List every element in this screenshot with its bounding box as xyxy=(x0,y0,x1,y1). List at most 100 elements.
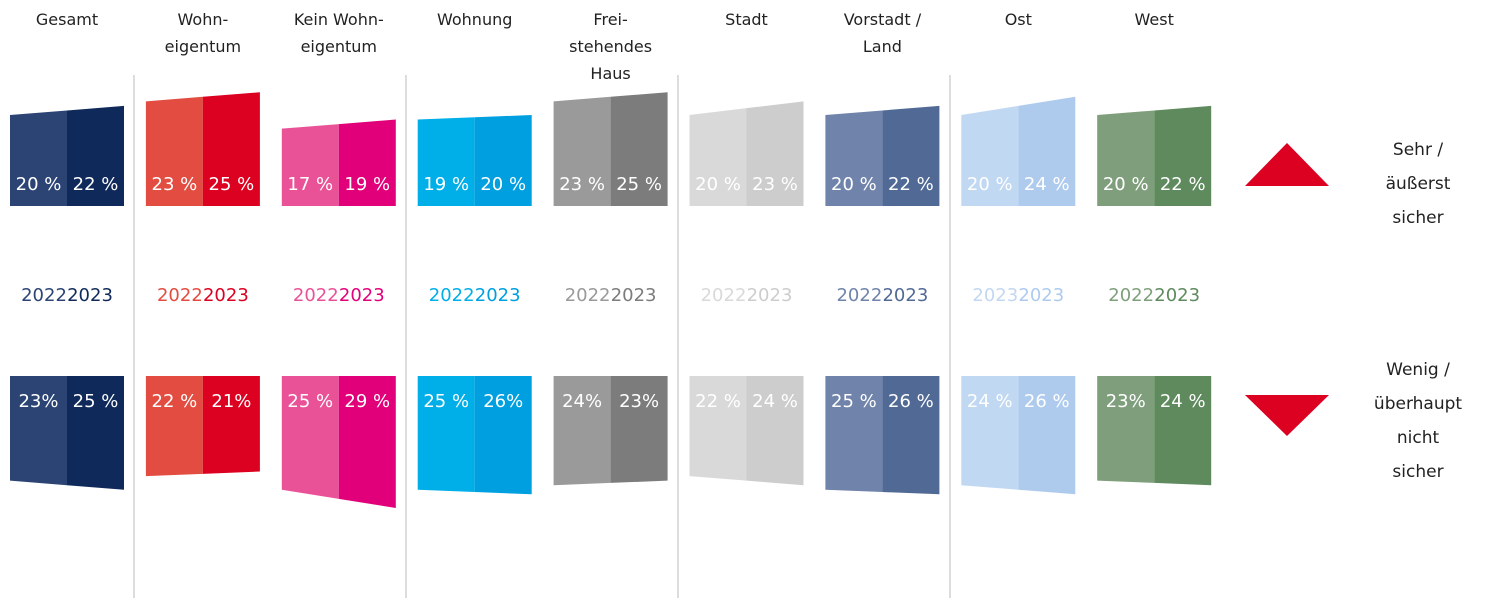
value-label: 23% xyxy=(18,391,58,412)
bar xyxy=(10,376,67,486)
year-label: 2023 xyxy=(882,285,928,306)
year-label: 2023 xyxy=(203,285,249,306)
group-label: Ost xyxy=(1004,10,1032,29)
value-label: 22 % xyxy=(73,174,119,195)
bar xyxy=(746,101,804,206)
bar xyxy=(553,376,611,486)
year-label: 2023 xyxy=(747,285,793,306)
value-label: 20 % xyxy=(695,174,741,195)
bar xyxy=(689,376,747,481)
year-label: 2022 xyxy=(21,285,67,306)
bar xyxy=(882,105,940,206)
value-label: 20 % xyxy=(480,174,526,195)
bar xyxy=(610,376,668,483)
value-label: 22 % xyxy=(1160,174,1206,195)
year-label: 2023 xyxy=(475,285,521,306)
year-label: 2022 xyxy=(293,285,339,306)
value-label: 25 % xyxy=(209,174,255,195)
year-label: 2022 xyxy=(157,285,203,306)
bar xyxy=(961,376,1019,490)
bar xyxy=(746,376,804,486)
value-label: 25 % xyxy=(423,391,469,412)
value-label: 24 % xyxy=(967,391,1013,412)
bar xyxy=(338,376,396,508)
bar xyxy=(10,110,67,206)
group-label: Kein Wohn- eigentum xyxy=(293,10,384,56)
group-label: Wohnung xyxy=(436,10,513,29)
bar xyxy=(553,96,611,206)
bar xyxy=(474,115,532,206)
bar xyxy=(882,376,940,495)
bar xyxy=(1097,376,1155,483)
bar xyxy=(202,92,260,206)
year-label: 2022 xyxy=(701,285,747,306)
year-label: 2022 xyxy=(836,285,882,306)
bar xyxy=(202,376,260,474)
year-label: 2023 xyxy=(1018,285,1064,306)
legend-label: Sehr / äußerst sicher xyxy=(1385,140,1451,228)
value-label: 20 % xyxy=(1103,174,1149,195)
value-label: 24% xyxy=(562,391,602,412)
value-label: 24 % xyxy=(752,391,798,412)
bar xyxy=(1097,110,1155,206)
value-label: 20 % xyxy=(967,174,1013,195)
value-label: 24 % xyxy=(1024,174,1070,195)
bar xyxy=(1154,376,1212,486)
group-label: Vorstadt / Land xyxy=(843,10,922,56)
group-label: Stadt xyxy=(725,10,768,29)
value-label: 22 % xyxy=(152,391,198,412)
value-label: 24 % xyxy=(1160,391,1206,412)
bar xyxy=(281,124,339,206)
value-label: 23% xyxy=(619,391,659,412)
legend-triangle-down xyxy=(1245,395,1329,436)
year-label: 2022 xyxy=(565,285,611,306)
value-label: 25 % xyxy=(73,391,119,412)
bar xyxy=(145,96,203,206)
value-label: 26% xyxy=(483,391,523,412)
value-label: 26 % xyxy=(1024,391,1070,412)
value-label: 22 % xyxy=(888,174,934,195)
value-label: 25 % xyxy=(287,391,333,412)
value-label: 22 % xyxy=(695,391,741,412)
bar xyxy=(1154,105,1212,206)
year-label: 2023 xyxy=(611,285,657,306)
bar xyxy=(474,376,532,495)
bar xyxy=(825,376,883,493)
bar xyxy=(145,376,203,477)
year-label: 2023 xyxy=(67,285,113,306)
legend-label: Wenig / überhaupt nicht sicher xyxy=(1373,360,1463,482)
year-label: 2023 xyxy=(339,285,385,306)
bar xyxy=(689,108,747,206)
bar xyxy=(281,376,339,499)
bar xyxy=(610,92,668,206)
value-label: 25 % xyxy=(616,174,662,195)
value-label: 23% xyxy=(1106,391,1146,412)
year-label: 2022 xyxy=(429,285,475,306)
year-label: 2023 xyxy=(972,285,1018,306)
value-label: 23 % xyxy=(752,174,798,195)
group-label: Gesamt xyxy=(35,10,99,29)
year-label: 2022 xyxy=(1108,285,1154,306)
legend-triangle-up xyxy=(1245,143,1329,186)
value-label: 17 % xyxy=(287,174,333,195)
bar xyxy=(825,110,883,206)
bar xyxy=(338,119,396,206)
bar xyxy=(417,117,475,206)
bar xyxy=(67,105,124,206)
bar xyxy=(67,376,124,490)
value-label: 20 % xyxy=(831,174,877,195)
value-label: 23 % xyxy=(559,174,605,195)
group-label: West xyxy=(1134,10,1174,29)
group-label: Wohn- eigentum xyxy=(164,10,242,56)
value-label: 20 % xyxy=(16,174,62,195)
value-label: 21% xyxy=(211,391,251,412)
value-label: 29 % xyxy=(344,391,390,412)
value-label: 25 % xyxy=(831,391,877,412)
value-label: 23 % xyxy=(152,174,198,195)
bar xyxy=(417,376,475,493)
bar xyxy=(961,105,1019,206)
group-label: Frei- stehendes Haus xyxy=(569,10,653,83)
bar xyxy=(1018,376,1076,495)
